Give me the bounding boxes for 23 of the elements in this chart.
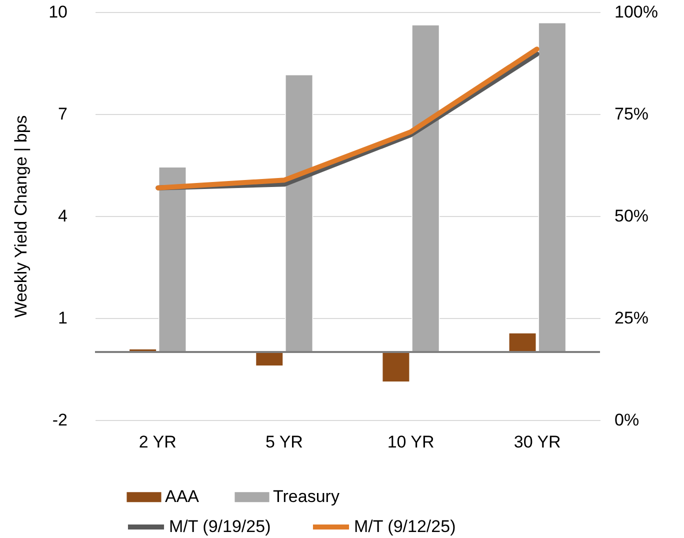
y-tick-label: 4 [58,206,68,226]
bar [412,24,440,352]
y2-tick-label: 100% [614,2,658,22]
bar [255,352,284,366]
x-tick-label: 2 YR [138,432,176,452]
bar [285,74,314,352]
y2-tick-label: 0% [614,410,640,430]
x-tick-label: 5 YR [265,432,303,452]
y-tick-label: 7 [58,104,68,124]
y2-tick-label: 25% [614,308,649,328]
legend-label: M/T (9/19/25) [169,517,271,536]
legend-label: M/T (9/12/25) [354,517,456,536]
y-tick-label: -2 [52,410,68,430]
y-axis-title: Weekly Yield Change | bps [12,115,31,318]
bar [382,352,410,382]
y2-tick-label: 50% [614,206,649,226]
y2-tick-label: 75% [614,104,649,124]
legend-label: Treasury [273,487,340,506]
x-tick-label: 10 YR [387,432,434,452]
y-tick-label: 10 [48,2,68,22]
x-tick-label: 30 YR [514,432,561,452]
legend-label: AAA [165,487,200,506]
y-tick-label: 1 [58,308,68,328]
